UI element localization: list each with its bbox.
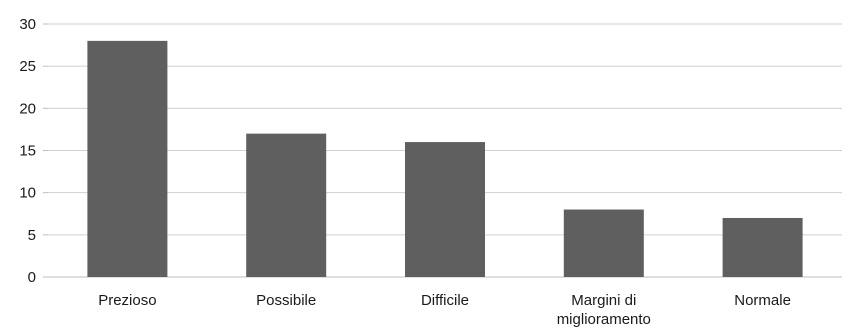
x-category-label: Normale (734, 292, 791, 309)
x-category-label: Margini di miglioramento (557, 292, 651, 328)
bar-1 (87, 40, 168, 277)
bar-4 (563, 209, 644, 277)
x-category-label-line: Normale (734, 292, 791, 309)
y-tick-label: 30 (19, 16, 36, 33)
y-tick-label: 20 (19, 100, 36, 117)
y-tick-label: 5 (28, 227, 36, 244)
y-tick-label: 25 (19, 58, 36, 75)
x-category-label: Possibile (256, 292, 316, 309)
y-tick-label: 0 (28, 269, 36, 286)
y-tick-label: 15 (19, 143, 36, 160)
y-axis: 0 5 10 15 20 25 30 (19, 16, 48, 286)
bars (87, 40, 803, 277)
bar-2 (246, 133, 327, 277)
x-axis: Prezioso Possibile Difficile Margini di migl… (98, 292, 791, 328)
y-tick-label: 10 (19, 185, 36, 202)
bar-5 (722, 217, 803, 277)
x-category-label-line: Difficile (421, 292, 469, 309)
x-category-label-line: miglioramento (557, 311, 651, 328)
bar-3 (405, 142, 485, 277)
x-category-label-line: Margini di (571, 292, 636, 309)
x-category-label-line: Prezioso (98, 292, 156, 309)
x-category-label-line: Possibile (256, 292, 316, 309)
x-category-label: Difficile (421, 292, 469, 309)
x-category-label: Prezioso (98, 292, 156, 309)
